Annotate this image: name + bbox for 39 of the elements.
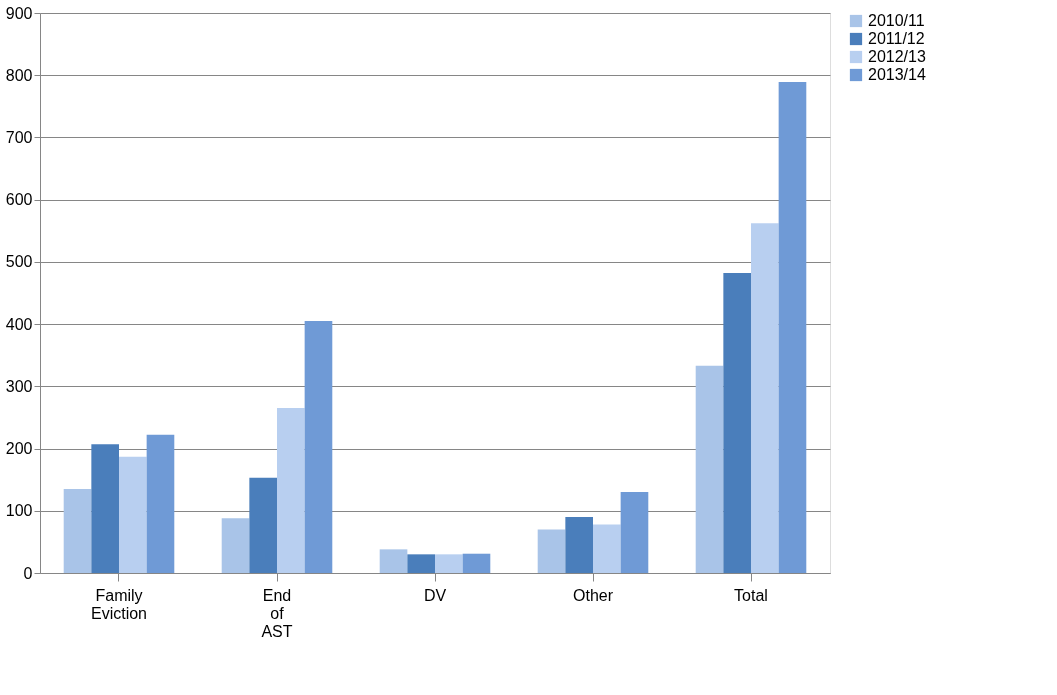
bar (435, 554, 463, 573)
bar (277, 408, 305, 573)
legend-label: 2010/11 (868, 12, 925, 29)
legend-label: 2012/13 (868, 48, 926, 65)
x-tick-label: DV (423, 586, 447, 604)
y-tick-label: 300 (5, 377, 33, 395)
bar (593, 524, 621, 573)
y-tick-label: 600 (5, 191, 33, 209)
x-tick-label: End of AST (261, 586, 293, 640)
y-tick-label: 100 (5, 502, 33, 520)
bar (119, 456, 147, 573)
bar (63, 489, 92, 573)
bar (221, 518, 250, 573)
y-tick-label: 700 (5, 128, 33, 146)
legend-label: 2013/14 (868, 66, 926, 83)
y-tick-label: 200 (5, 440, 33, 458)
bar (146, 434, 175, 573)
x-tick-label: Other (572, 586, 614, 604)
bar (304, 321, 333, 573)
x-tick-label: Total (734, 586, 768, 604)
bar (379, 549, 408, 573)
y-tick-label: 800 (5, 66, 33, 84)
bar (723, 273, 751, 573)
bar (751, 223, 779, 573)
y-tick-label: 400 (5, 315, 33, 333)
bar (537, 529, 566, 573)
bar (249, 477, 277, 573)
legend-label: 2011/12 (868, 30, 925, 47)
y-tick-label: 900 (5, 4, 33, 22)
bar (695, 365, 724, 573)
bar (565, 517, 593, 573)
bar (91, 444, 119, 573)
bar (462, 553, 491, 573)
bar (407, 554, 435, 573)
y-tick-label: 500 (5, 253, 33, 271)
bar (778, 82, 807, 573)
y-tick-label: 0 (23, 564, 33, 582)
bar (620, 492, 649, 573)
x-tick-label: Family Eviction (90, 586, 148, 622)
